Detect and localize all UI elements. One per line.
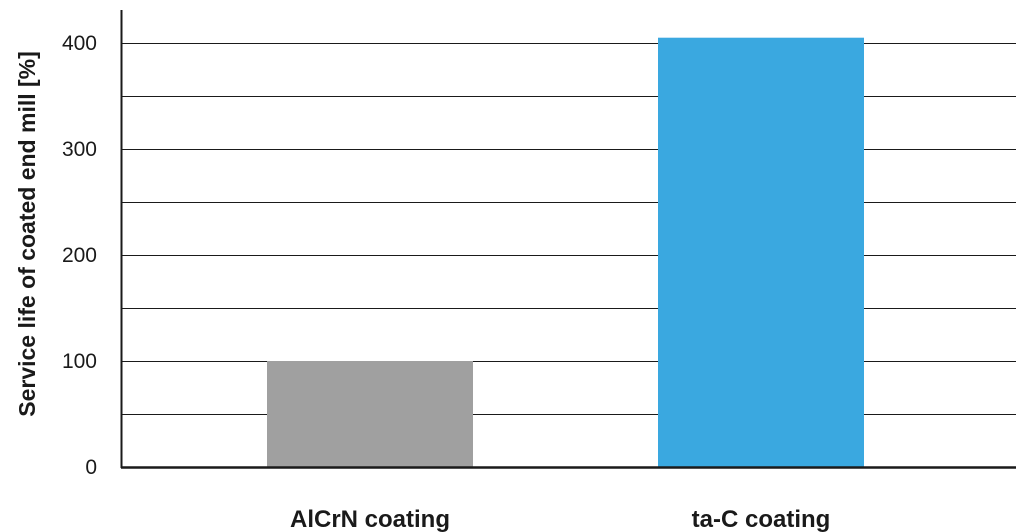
y-tick-labels: 0 100 200 300 400 (62, 32, 97, 479)
axes (120, 10, 1016, 469)
gridlines (121, 43, 1016, 415)
y-tick-label: 300 (62, 138, 97, 161)
bar-alcrn-coating (267, 361, 473, 467)
y-tick-label: 0 (85, 456, 97, 479)
category-label: ta-C coating (692, 506, 831, 532)
category-labels: AlCrN coating ta-C coating (290, 506, 830, 532)
y-tick-label: 400 (62, 32, 97, 55)
bars (267, 37, 864, 467)
category-label: AlCrN coating (290, 506, 450, 532)
y-tick-label: 100 (62, 350, 97, 373)
y-tick-label: 200 (62, 244, 97, 267)
y-axis-title: Service life of coated end mill [%] (14, 51, 40, 417)
bar-ta-c-coating (658, 37, 864, 467)
